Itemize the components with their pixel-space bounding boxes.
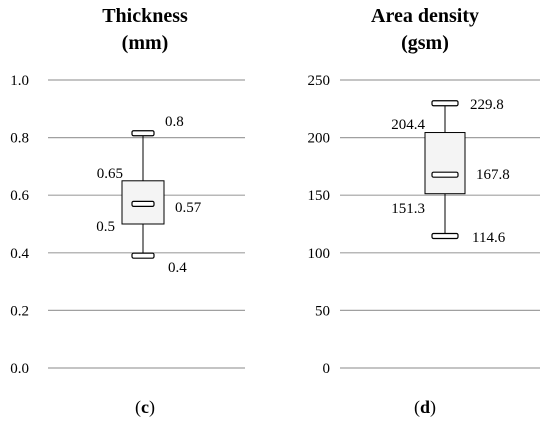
value-label-median: 167.8 — [476, 167, 510, 183]
median-marker — [131, 200, 155, 207]
y-tick-label: 0.6 — [10, 188, 29, 204]
min-marker — [431, 232, 459, 240]
y-tick-label: 0.2 — [10, 303, 29, 319]
chart-title: Area density — [371, 5, 479, 27]
box-plot — [121, 130, 165, 259]
box-plot — [424, 100, 466, 240]
y-tick-label: 0.4 — [10, 246, 29, 262]
panel-caption: (d) — [414, 397, 436, 418]
iqr-box — [424, 132, 466, 195]
y-tick-label: 1.0 — [10, 73, 29, 89]
y-tick-label: 250 — [308, 73, 331, 89]
panel-letter: d — [420, 397, 430, 417]
value-label-min: 114.6 — [472, 230, 506, 246]
chart-title: Thickness — [102, 5, 188, 27]
value-label-median: 0.57 — [175, 200, 202, 216]
y-tick-label: 150 — [308, 188, 331, 204]
gridlines — [340, 79, 540, 369]
max-marker — [431, 100, 459, 107]
y-tick-label: 0 — [323, 361, 331, 377]
y-tick-label: 200 — [308, 131, 331, 147]
y-tick-labels: 0 50 100 150 200 250 — [308, 73, 331, 377]
value-label-q3: 204.4 — [391, 117, 425, 133]
panel-caption: (c) — [135, 397, 155, 418]
min-marker — [131, 252, 155, 259]
value-label-q3: 0.65 — [97, 166, 123, 182]
chart-subtitle: (gsm) — [401, 32, 449, 54]
chart-area-density: Area density (gsm) 0 50 100 150 200 250 229.8… — [308, 5, 540, 418]
y-tick-label: 50 — [315, 303, 330, 319]
chart-subtitle: (mm) — [122, 32, 169, 54]
y-tick-label: 100 — [308, 246, 331, 262]
value-labels: 229.8 204.4 167.8 151.3 114.6 — [391, 97, 510, 246]
chart-thickness: Thickness (mm) 0.0 0.2 0.4 0.6 0.8 1.0 0.8 0.6… — [10, 5, 245, 418]
value-label-max: 0.8 — [165, 114, 184, 130]
value-label-q1: 151.3 — [391, 201, 425, 217]
value-label-min: 0.4 — [168, 260, 187, 276]
panel-letter: c — [141, 397, 149, 417]
y-tick-label: 0.0 — [10, 361, 29, 377]
y-tick-label: 0.8 — [10, 131, 29, 147]
median-marker — [431, 171, 459, 178]
value-labels: 0.8 0.65 0.57 0.5 0.4 — [96, 114, 202, 276]
max-marker — [131, 130, 155, 137]
value-label-q1: 0.5 — [96, 219, 115, 235]
value-label-max: 229.8 — [470, 97, 504, 113]
y-tick-labels: 0.0 0.2 0.4 0.6 0.8 1.0 — [10, 73, 29, 377]
